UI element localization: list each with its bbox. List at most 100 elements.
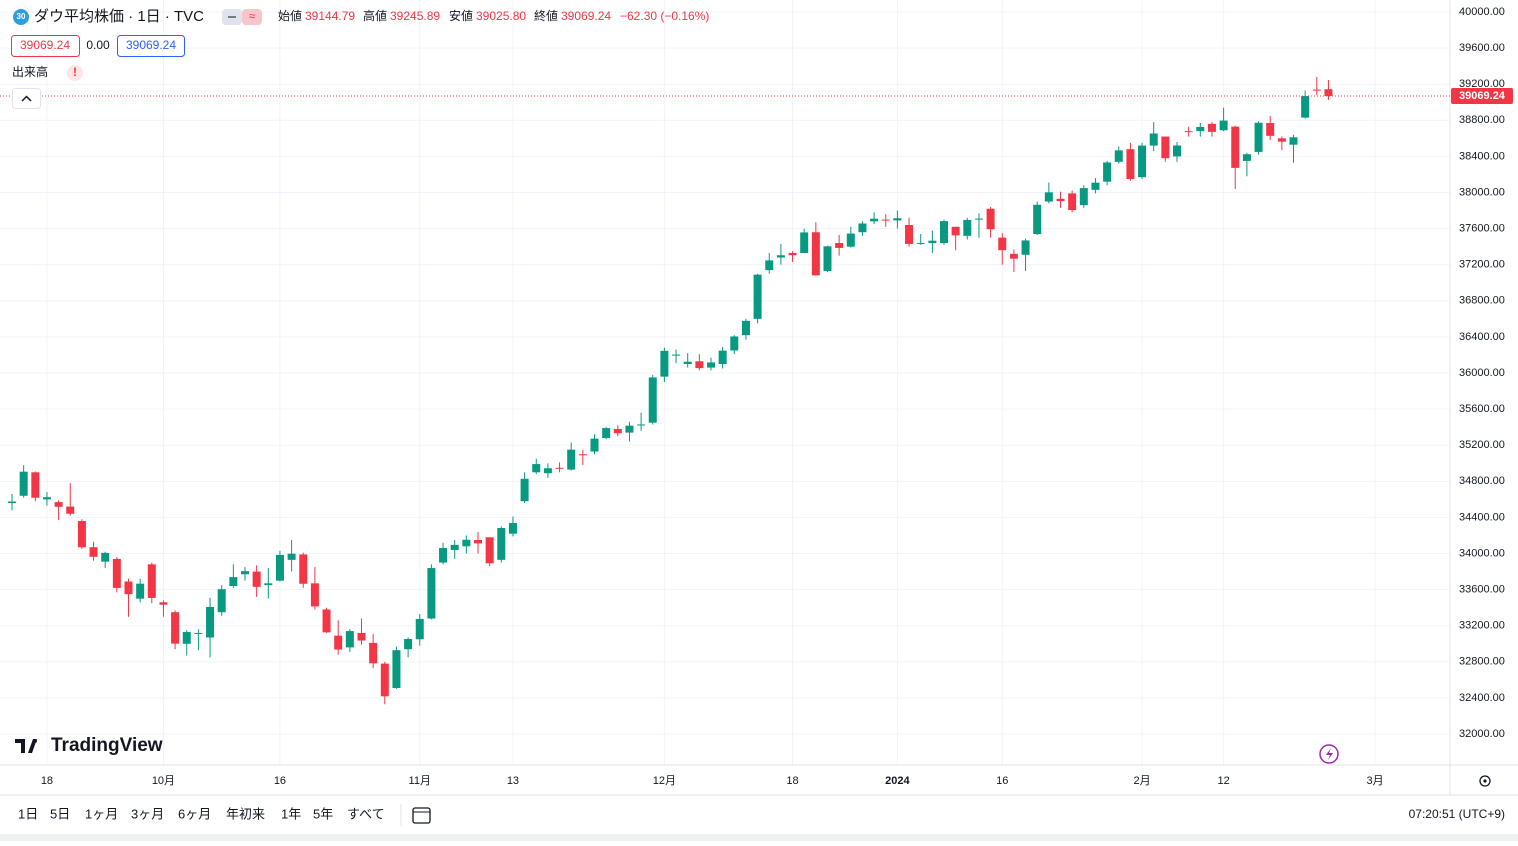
candle-body	[194, 632, 203, 634]
range-button[interactable]: 3ヶ月	[131, 806, 164, 821]
candle-body	[765, 260, 774, 271]
candle-body	[497, 527, 506, 560]
candle-body	[1254, 122, 1263, 152]
x-tick-label: 18	[786, 775, 798, 787]
candle-body	[404, 639, 413, 650]
warning-icon: !	[73, 65, 77, 79]
candle-body	[1266, 123, 1275, 136]
range-button[interactable]: 1ヶ月	[85, 806, 118, 821]
range-button[interactable]: 1年	[281, 806, 301, 821]
candle-body	[345, 631, 354, 648]
grid	[0, 0, 1450, 765]
y-tick-label: 34800.00	[1459, 475, 1505, 487]
y-tick-label: 36800.00	[1459, 295, 1505, 307]
y-tick-label: 35200.00	[1459, 439, 1505, 451]
candle-body	[1033, 204, 1042, 235]
settings-button[interactable]	[1479, 775, 1491, 787]
calendar-button[interactable]	[412, 807, 431, 824]
y-tick-label: 38000.00	[1459, 186, 1505, 198]
candle-body	[800, 232, 809, 253]
candle-body	[42, 497, 51, 500]
range-button[interactable]: 5日	[50, 806, 70, 821]
legend-open: 39144.79	[305, 9, 355, 23]
price-box[interactable]	[11, 35, 80, 57]
candle-body	[590, 438, 599, 452]
candle-body	[823, 246, 832, 272]
candle-body	[1184, 131, 1193, 133]
candle-body	[357, 632, 366, 641]
range-button[interactable]: 5年	[313, 806, 333, 821]
candle-body	[101, 552, 110, 562]
warning-bg[interactable]	[67, 65, 83, 81]
candle-body	[1242, 154, 1251, 161]
range-button[interactable]: すべて	[347, 806, 385, 821]
legend-close: 39069.24	[561, 9, 611, 23]
candle-body	[1044, 192, 1053, 202]
collapse-button[interactable]	[12, 88, 41, 109]
legend-low-label: 安値	[449, 8, 473, 23]
candle-body	[683, 361, 692, 364]
candle-body	[578, 454, 587, 456]
y-tick-label: 38400.00	[1459, 150, 1505, 162]
candle-body	[916, 243, 925, 245]
bottom-strip	[0, 834, 1518, 841]
candle-body	[462, 539, 471, 547]
value-box[interactable]	[117, 35, 185, 57]
candle-body	[171, 612, 180, 644]
candle-body	[206, 606, 215, 638]
y-tick-label: 34400.00	[1459, 511, 1505, 523]
candle-body	[322, 609, 331, 633]
toggle-compare[interactable]	[242, 9, 262, 25]
candle-body	[543, 468, 552, 474]
candle-body	[474, 539, 482, 544]
x-tick-label: 2月	[1133, 775, 1150, 787]
x-tick-label: 12月	[653, 775, 676, 787]
y-tick-label: 37200.00	[1459, 259, 1505, 271]
candle-body	[112, 558, 121, 588]
candle-body	[1091, 182, 1100, 190]
candle-body	[77, 521, 86, 548]
x-tick-label: 2024	[885, 775, 910, 787]
candle-body	[380, 663, 389, 697]
candle-body	[241, 571, 249, 575]
y-tick-label: 39200.00	[1459, 78, 1505, 90]
candle-body	[846, 233, 855, 247]
range-button[interactable]: 1日	[18, 806, 38, 821]
candle-body	[182, 632, 191, 644]
candle-body	[1196, 126, 1205, 132]
candle-body	[776, 255, 785, 258]
candle-body	[229, 577, 238, 587]
candle-body	[508, 523, 517, 534]
candle-body	[858, 223, 867, 233]
collapse-icon	[21, 95, 32, 102]
candle-body	[1126, 149, 1135, 179]
candle-body	[940, 221, 948, 244]
candle-body	[369, 642, 378, 664]
x-tick-label: 16	[274, 775, 286, 787]
symbol-badge: 30	[17, 12, 26, 21]
candle-body	[660, 350, 669, 377]
candle-body	[310, 583, 319, 607]
lightning-button[interactable]	[1319, 744, 1339, 764]
last-price-label: 39069.24	[1459, 90, 1506, 102]
candle-body	[1207, 123, 1216, 132]
symbol-title[interactable]: ダウ平均株価 · 1日 · TVC	[34, 8, 204, 25]
candle-body	[951, 226, 960, 236]
candle-body	[730, 336, 739, 351]
candle-body	[1021, 240, 1030, 255]
y-tick-label: 32800.00	[1459, 656, 1505, 668]
candle-body	[1324, 89, 1333, 97]
candle-body	[287, 553, 296, 560]
price-box-text: 39069.24	[20, 38, 70, 52]
x-tick-label: 3月	[1366, 775, 1383, 787]
candle-body	[1114, 150, 1123, 162]
candle-body	[415, 618, 424, 640]
y-tick-label: 32400.00	[1459, 692, 1505, 704]
candle-body	[124, 581, 133, 595]
candle-body	[905, 225, 914, 244]
candle-body	[392, 650, 401, 689]
candles	[8, 76, 1333, 705]
range-button[interactable]: 6ヶ月	[178, 806, 211, 821]
range-button[interactable]: 年初来	[226, 806, 265, 821]
